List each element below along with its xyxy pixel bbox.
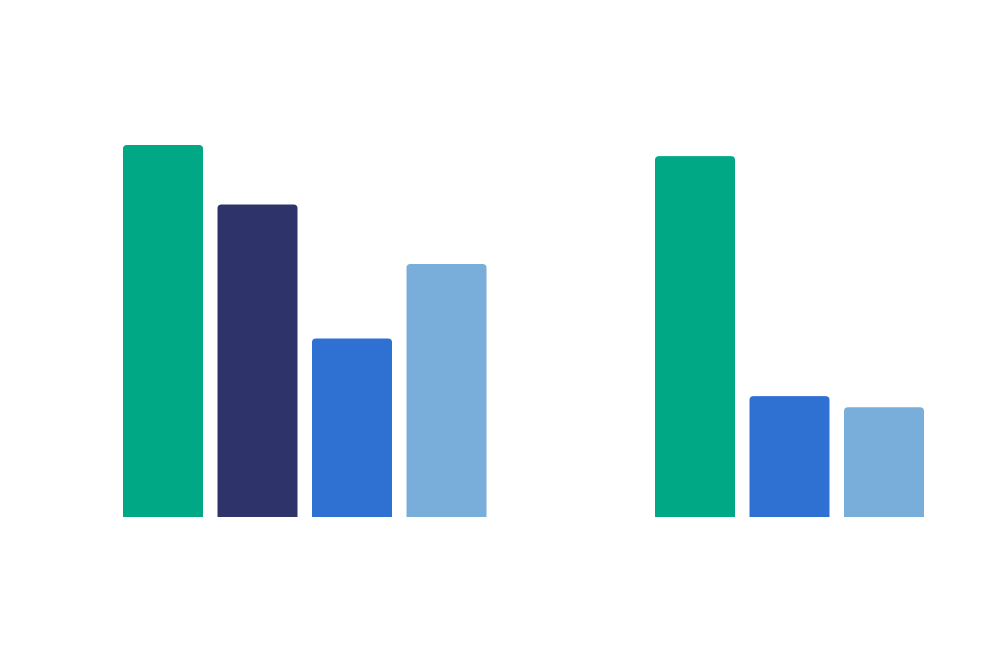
bar-right-1 <box>655 156 735 517</box>
bar-left-3 <box>312 338 392 517</box>
bar-right-3 <box>844 407 924 517</box>
bar-right-2 <box>749 396 830 517</box>
chart-panel-right <box>655 156 924 517</box>
bar-left-2 <box>217 204 298 517</box>
chart-panel-left <box>123 145 487 517</box>
bar-left-4 <box>406 264 487 517</box>
bar-left-1 <box>123 145 203 517</box>
